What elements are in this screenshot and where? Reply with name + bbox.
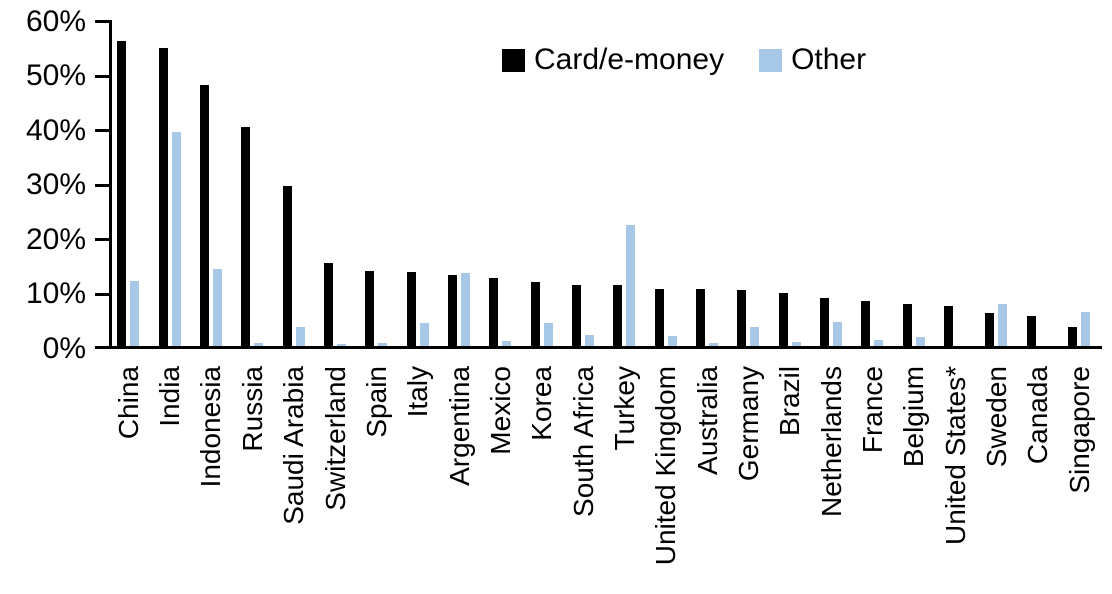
bar-card-e-money-italy (406, 271, 416, 349)
y-axis-label-20%: 20% (25, 222, 86, 256)
x-axis-label-sweden: Sweden (980, 366, 1012, 468)
bar-other-belgium (915, 337, 925, 349)
legend-item-card-e-money: Card/e-money (502, 45, 724, 75)
legend-label-other: Other (791, 43, 867, 76)
bar-card-e-money-france (861, 301, 871, 349)
y-axis-label-30%: 30% (25, 168, 86, 201)
y-axis-tick-30% (95, 183, 111, 187)
bar-card-e-money-belgium (902, 304, 912, 349)
x-axis-label-france: France (856, 366, 888, 454)
bar-other-france (874, 339, 884, 349)
bar-card-e-money-switzerland (324, 262, 333, 349)
bar-card-e-money-united-states (944, 305, 954, 349)
bar-other-turkey (626, 225, 636, 349)
bar-card-e-money-united-kingdom (654, 288, 664, 349)
x-axis-label-united-kingdom: United Kingdom (650, 366, 682, 566)
bar-other-italy (419, 323, 429, 349)
y-axis-line (109, 20, 112, 349)
bar-card-e-money-spain (365, 271, 375, 349)
bar-card-e-money-argentina (448, 275, 458, 349)
y-axis-label-0%: 0% (42, 331, 86, 365)
bar-card-e-money-canada (1026, 316, 1036, 349)
bar-other-korea (543, 323, 553, 349)
x-axis-label-italy: Italy (402, 366, 434, 418)
bar-card-e-money-indonesia (199, 84, 209, 349)
x-axis-label-spain: Spain (360, 366, 392, 438)
x-axis-label-germany: Germany (732, 366, 764, 482)
bar-other-indonesia (212, 268, 222, 349)
bar-other-spain (378, 342, 388, 349)
bar-card-e-money-germany (737, 290, 747, 349)
other-swatch-icon (759, 48, 783, 72)
x-axis-label-indonesia: Indonesia (195, 366, 227, 488)
legend-label-card-e-money: Card/e-money (534, 43, 725, 76)
x-axis-label-united-states: United States* (939, 366, 971, 545)
bar-card-e-money-india (158, 47, 168, 349)
bar-card-e-money-korea (530, 282, 540, 349)
x-axis-label-saudi-arabia: Saudi Arabia (278, 366, 310, 525)
x-axis-label-brazil: Brazil (774, 366, 806, 437)
x-axis-label-korea: Korea (526, 366, 558, 441)
x-axis-label-netherlands: Netherlands (815, 366, 847, 517)
bar-card-e-money-netherlands (820, 297, 830, 349)
y-axis-tick-50% (95, 74, 111, 78)
bar-other-argentina (461, 272, 471, 349)
bar-other-south-africa (585, 334, 595, 349)
legend-item-other: Other (759, 45, 866, 75)
x-axis-label-argentina: Argentina (443, 366, 475, 486)
y-axis-tick-60% (95, 20, 111, 23)
x-axis-label-mexico: Mexico (484, 366, 516, 455)
y-axis-label-40%: 40% (25, 113, 86, 147)
bar-other-brazil (791, 341, 801, 349)
bar-other-united-kingdom (667, 335, 677, 349)
bar-card-e-money-brazil (778, 293, 788, 349)
chart-legend: Card/e-money Other (502, 45, 866, 75)
x-axis-label-canada: Canada (1022, 366, 1054, 465)
bar-other-singapore (1081, 311, 1091, 349)
bar-other-russia (254, 342, 264, 349)
x-axis-label-china: China (112, 366, 144, 440)
bar-other-australia (709, 342, 719, 349)
bar-other-sweden (998, 304, 1008, 349)
y-axis-label-60%: 60% (25, 4, 86, 38)
bar-card-e-money-russia (241, 127, 251, 349)
y-axis-label-50%: 50% (25, 59, 86, 92)
bar-card-e-money-saudi-arabia (282, 185, 292, 349)
x-axis-label-russia: Russia (236, 366, 268, 452)
card-e-money-swatch-icon (502, 48, 525, 72)
x-axis-label-south-africa: South Africa (567, 366, 599, 517)
x-axis-label-australia: Australia (691, 366, 723, 475)
x-axis-label-india: India (154, 366, 186, 427)
x-axis-label-turkey: Turkey (608, 366, 640, 451)
bar-card-e-money-australia (696, 289, 706, 349)
bar-other-mexico (502, 340, 512, 349)
bar-other-saudi-arabia (295, 327, 305, 349)
y-axis-tick-40% (95, 129, 111, 132)
x-axis-label-belgium: Belgium (898, 366, 930, 468)
bar-card-e-money-china (117, 40, 127, 349)
bar-other-germany (750, 326, 760, 349)
y-axis-tick-20% (95, 238, 111, 241)
bar-card-e-money-turkey (613, 285, 623, 349)
bar-card-e-money-sweden (985, 313, 995, 349)
bar-card-e-money-singapore (1068, 327, 1078, 349)
x-axis-label-switzerland: Switzerland (319, 366, 351, 511)
bar-card-e-money-mexico (489, 277, 499, 349)
bar-other-netherlands (833, 321, 843, 349)
x-axis-line (95, 346, 1102, 349)
y-axis-label-10%: 10% (25, 277, 86, 310)
bar-other-china (130, 281, 140, 349)
x-axis-label-singapore: Singapore (1063, 366, 1095, 494)
bar-card-e-money-south-africa (572, 284, 582, 349)
y-axis-tick-10% (95, 292, 111, 296)
bar-other-india (171, 131, 181, 349)
